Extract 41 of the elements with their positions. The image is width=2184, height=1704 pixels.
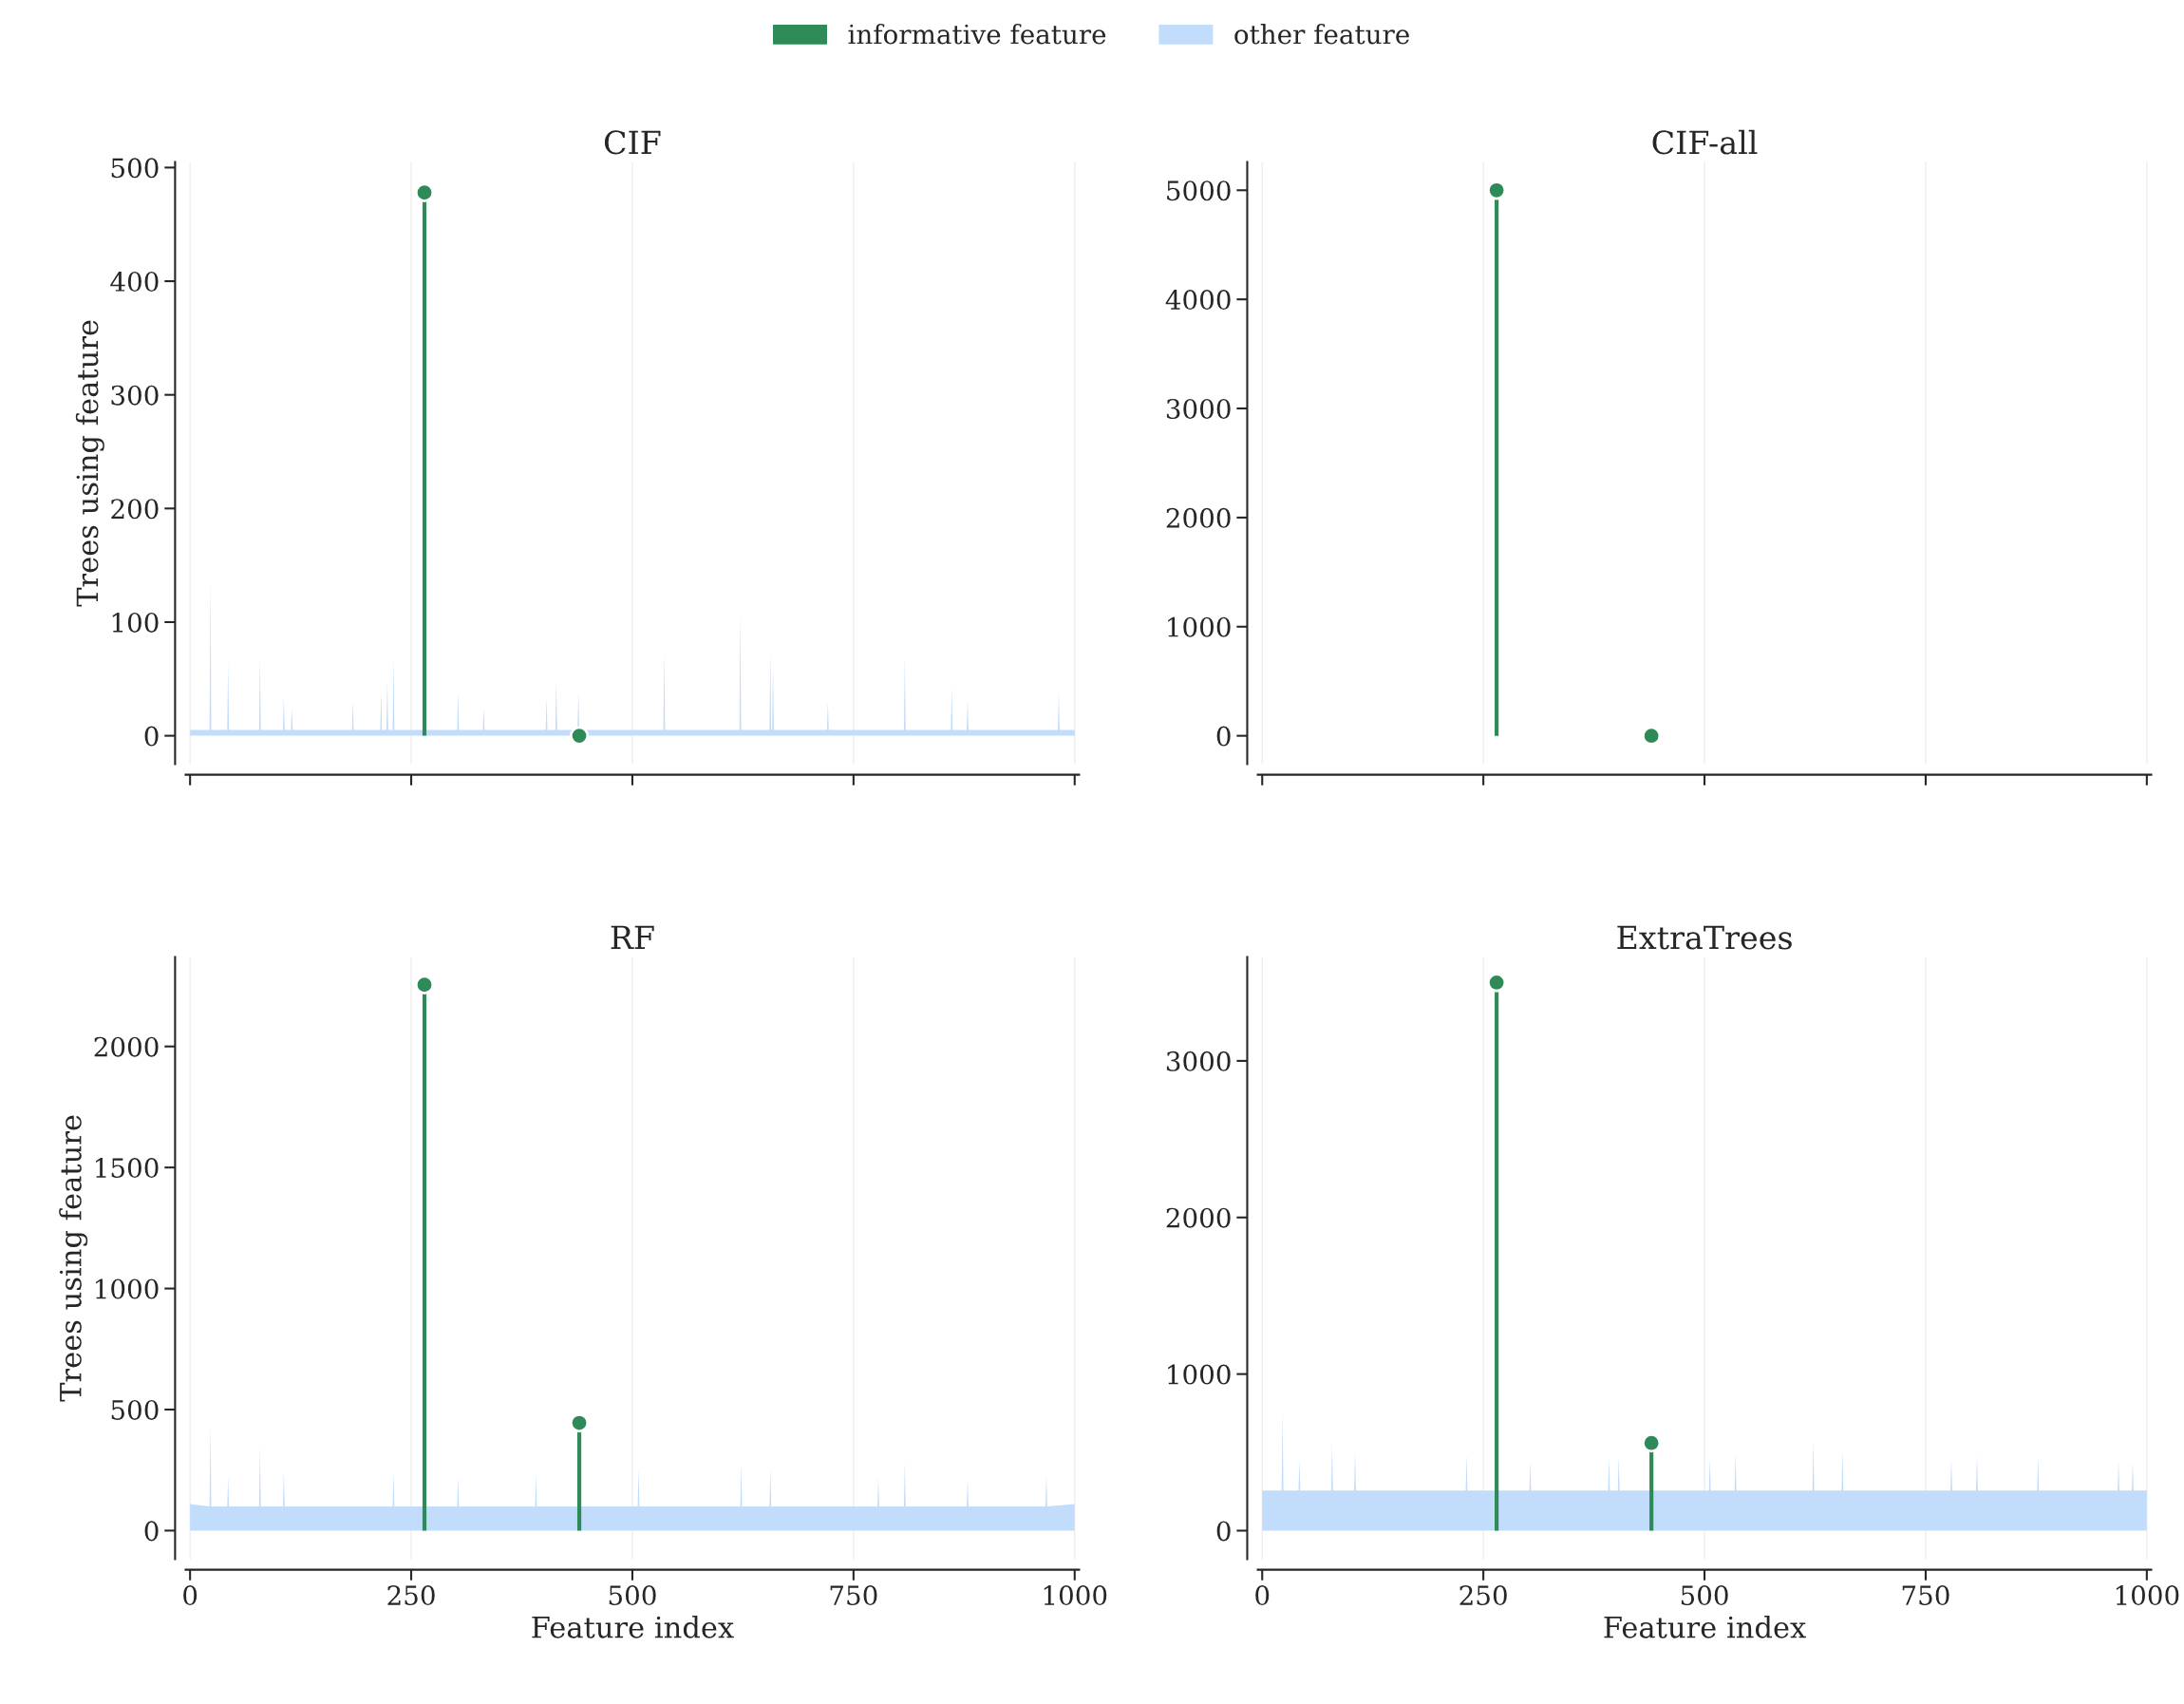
y-tick-label: 1000 [1168,616,1231,637]
y-tick-label: 0 [144,1521,159,1542]
y-tick-label: 3000 [1166,1051,1231,1071]
x-tick-label: 1000 [1044,1585,1107,1606]
y-tick-label: 200 [111,499,159,520]
x-tick-label: 750 [830,1585,877,1606]
y-tick-label: 2000 [1166,507,1231,528]
chart-title: RF [611,925,654,950]
x-tick-label: 1000 [2116,1585,2179,1606]
y-tick-label: 3000 [1166,398,1231,419]
y-tick-label: 1000 [96,1278,159,1299]
x-tick-label: 250 [1459,1585,1507,1606]
y-tick-label: 400 [110,271,159,292]
y-tick-label: 0 [1216,726,1231,747]
x-tick-label: 500 [1681,1585,1728,1606]
chart-title: ExtraTrees [1617,925,1792,950]
x-axis-title: Feature index [532,1616,734,1638]
y-tick-label: 4000 [1165,290,1231,311]
chart-title: CIF [604,130,661,155]
y-axis-title: Trees using feature [75,320,104,607]
y-axis-title: Trees using feature [59,1115,88,1402]
y-tick-label: 1000 [1168,1364,1231,1385]
y-tick-label: 2000 [94,1036,159,1057]
x-tick-label: 500 [609,1585,656,1606]
y-tick-label: 500 [111,1399,159,1420]
y-tick-label: 500 [111,158,159,179]
y-tick-label: 2000 [1166,1207,1231,1228]
x-tick-label: 0 [1255,1585,1270,1606]
y-tick-label: 100 [112,612,159,633]
legend-label: other feature [1234,24,1409,45]
x-tick-label: 750 [1902,1585,1949,1606]
y-tick-label: 0 [1216,1521,1231,1542]
y-tick-label: 1500 [96,1158,159,1179]
chart-title: CIF-all [1652,129,1758,155]
x-axis-title: Feature index [1604,1616,1806,1638]
x-tick-label: 250 [387,1585,435,1606]
y-tick-label: 5000 [1167,180,1231,201]
y-tick-label: 300 [111,385,159,406]
x-tick-label: 0 [183,1585,198,1606]
y-tick-label: 0 [144,726,159,747]
legend-label: informative feature [848,24,1106,45]
